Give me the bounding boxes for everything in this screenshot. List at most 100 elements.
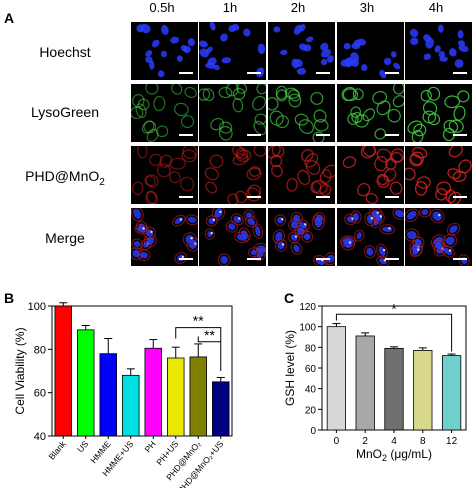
micrograph-red-3 [337, 146, 404, 204]
lysosome-signal [153, 95, 166, 112]
nucleus [145, 56, 153, 63]
nucleus [383, 57, 392, 66]
merge-nucleus [434, 242, 442, 250]
lysosome-signal [342, 88, 359, 102]
scale-bar [385, 196, 399, 198]
lysosome-signal [427, 86, 441, 101]
lysosome-signal [268, 97, 279, 111]
red-signal [322, 164, 335, 179]
merge-red [340, 236, 356, 251]
merge-red [137, 249, 151, 262]
time-label-1: 1h [222, 0, 238, 15]
y-tick-label: 40 [305, 385, 317, 396]
merge-red [443, 233, 458, 248]
merge-red [172, 214, 186, 227]
scale-bar [316, 258, 330, 260]
merge-red [350, 210, 362, 224]
lysosome-signal [210, 117, 225, 131]
nucleus [157, 70, 165, 78]
scale-bar [385, 134, 399, 136]
merge-nucleus [378, 246, 386, 257]
gsh-level-chart: 0 20 40 60 80 100 120 0 2 4 8 12 GSH level (%) * MnO2 … [283, 300, 467, 463]
nucleus [243, 28, 251, 37]
red-signal [362, 146, 377, 157]
lysosome-signal [284, 87, 300, 99]
red-signal [180, 176, 195, 192]
significance-label: * [391, 300, 397, 316]
red-signal [227, 193, 239, 204]
nucleus [344, 57, 354, 67]
nucleus [438, 51, 446, 58]
nucleus [160, 50, 167, 58]
merge-nucleus [245, 212, 253, 219]
lysosome-signal [275, 85, 288, 100]
merge-highlight [281, 217, 284, 221]
lysosome-signal [298, 119, 314, 134]
scale-bar [247, 258, 261, 260]
merge-red [288, 218, 301, 232]
merge-red [363, 245, 376, 259]
merge-red [405, 228, 420, 242]
time-label-3: 3h [359, 0, 375, 15]
red-signal [169, 171, 181, 184]
merge-highlight [370, 217, 374, 220]
y-tick-label: 20 [305, 405, 317, 416]
nucleus [136, 24, 145, 33]
merge-red [344, 213, 357, 226]
bar-2 [99, 353, 117, 437]
nucleus [409, 28, 419, 38]
panel-c-letter: C [284, 290, 295, 306]
red-signal [271, 146, 285, 158]
lysosome-signal [376, 100, 391, 116]
row-label-lysogreen: LysoGreen [31, 104, 99, 120]
significance-bracket-2 [197, 336, 221, 343]
merge-red [313, 255, 328, 266]
bar-1 [77, 329, 95, 437]
merge-red [372, 211, 385, 224]
merge-highlight [379, 215, 383, 218]
red-signal [383, 168, 397, 182]
merge-nucleus [449, 225, 458, 234]
red-signal [409, 151, 424, 167]
significance-bracket-1 [175, 327, 222, 371]
red-signal [405, 167, 416, 181]
nucleus [257, 43, 266, 54]
merge-red [230, 213, 244, 226]
lysosome-signal [135, 103, 147, 118]
micrograph-blue-3 [337, 22, 404, 80]
red-signal [376, 173, 389, 186]
merge-nucleus [433, 236, 444, 245]
merge-red [134, 224, 149, 235]
merge-nucleus [366, 247, 374, 256]
red-signal [234, 190, 247, 204]
nucleus [273, 26, 281, 33]
lysosome-signal [171, 84, 183, 95]
micrograph-blue-1 [199, 22, 266, 80]
red-signal [253, 146, 266, 157]
merge-nucleus [187, 216, 197, 223]
merge-red [296, 219, 310, 232]
category-label: 2 [362, 436, 368, 447]
micrograph-green-4 [405, 84, 472, 142]
nucleus [457, 40, 466, 47]
nucleus [180, 44, 189, 53]
nucleus [390, 51, 397, 58]
lysosome-signal [351, 111, 363, 124]
merge-nucleus [445, 236, 455, 246]
merge-red [432, 239, 445, 252]
red-signal [246, 167, 262, 181]
merge-red [301, 230, 314, 243]
merge-highlight [238, 217, 241, 220]
category-label: PH [143, 439, 158, 454]
y-tick-label: 80 [305, 343, 317, 354]
micrograph-blue-4 [405, 22, 472, 80]
row-label-merge: Merge [45, 230, 85, 246]
nucleus [423, 53, 431, 61]
lysosome-signal [313, 119, 329, 132]
merge-nucleus [414, 239, 422, 246]
micrograph-red-4 [405, 146, 472, 204]
merge-highlight [348, 241, 352, 244]
red-signal [385, 158, 397, 170]
bar-0 [54, 305, 72, 437]
red-signal [209, 154, 224, 169]
